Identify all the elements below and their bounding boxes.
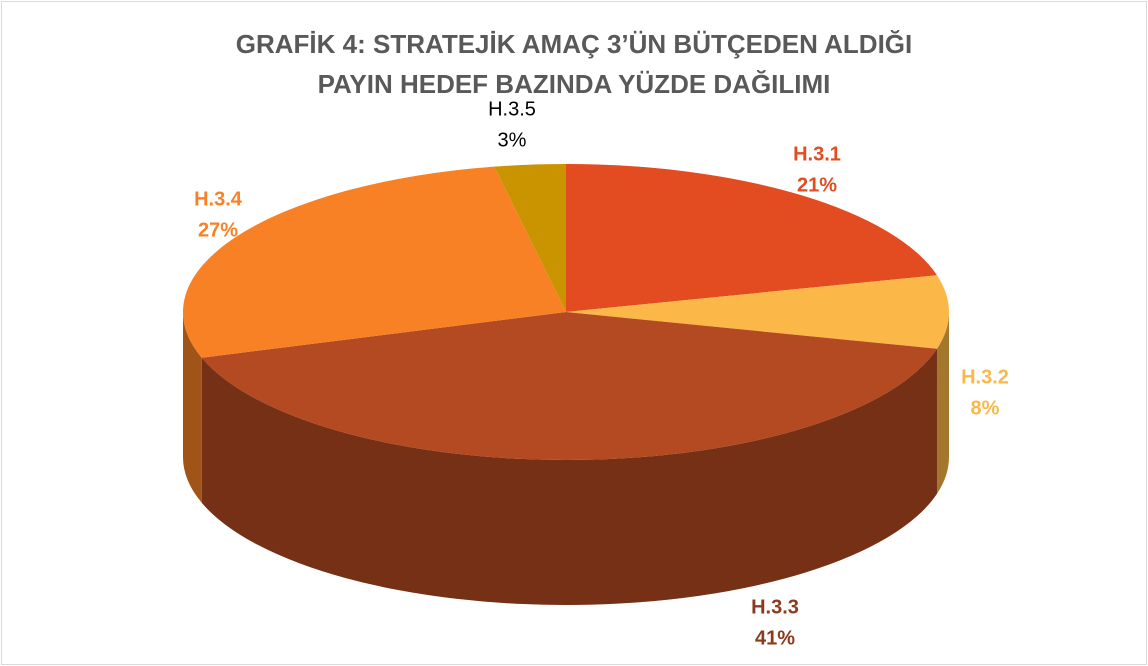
data-label-name: H.3.4 <box>194 188 243 210</box>
slice <box>201 312 937 460</box>
data-label-name: H.3.5 <box>488 98 536 120</box>
slice <box>566 164 937 312</box>
data-label-name: H.3.3 <box>751 596 799 618</box>
data-label-name: H.3.2 <box>961 366 1009 388</box>
data-label-value: 21% <box>797 174 837 196</box>
slice-side <box>201 348 937 605</box>
slice-side-shade <box>936 312 949 494</box>
slice <box>566 275 949 349</box>
slice <box>494 164 566 312</box>
slice-side-shade <box>201 348 937 605</box>
slice <box>182 166 566 358</box>
data-label-value: 41% <box>755 627 795 649</box>
chart-title: GRAFİK 4: STRATEJİK AMAÇ 3’ÜN BÜTÇEDEN A… <box>235 29 913 99</box>
slice-side-shade <box>183 312 202 503</box>
slice-side <box>936 312 949 494</box>
data-label-value: 27% <box>198 219 238 241</box>
slice-side <box>183 312 202 503</box>
data-label-value: 8% <box>971 397 1000 419</box>
data-label-value: 3% <box>498 129 527 151</box>
data-label-name: H.3.1 <box>793 143 841 165</box>
